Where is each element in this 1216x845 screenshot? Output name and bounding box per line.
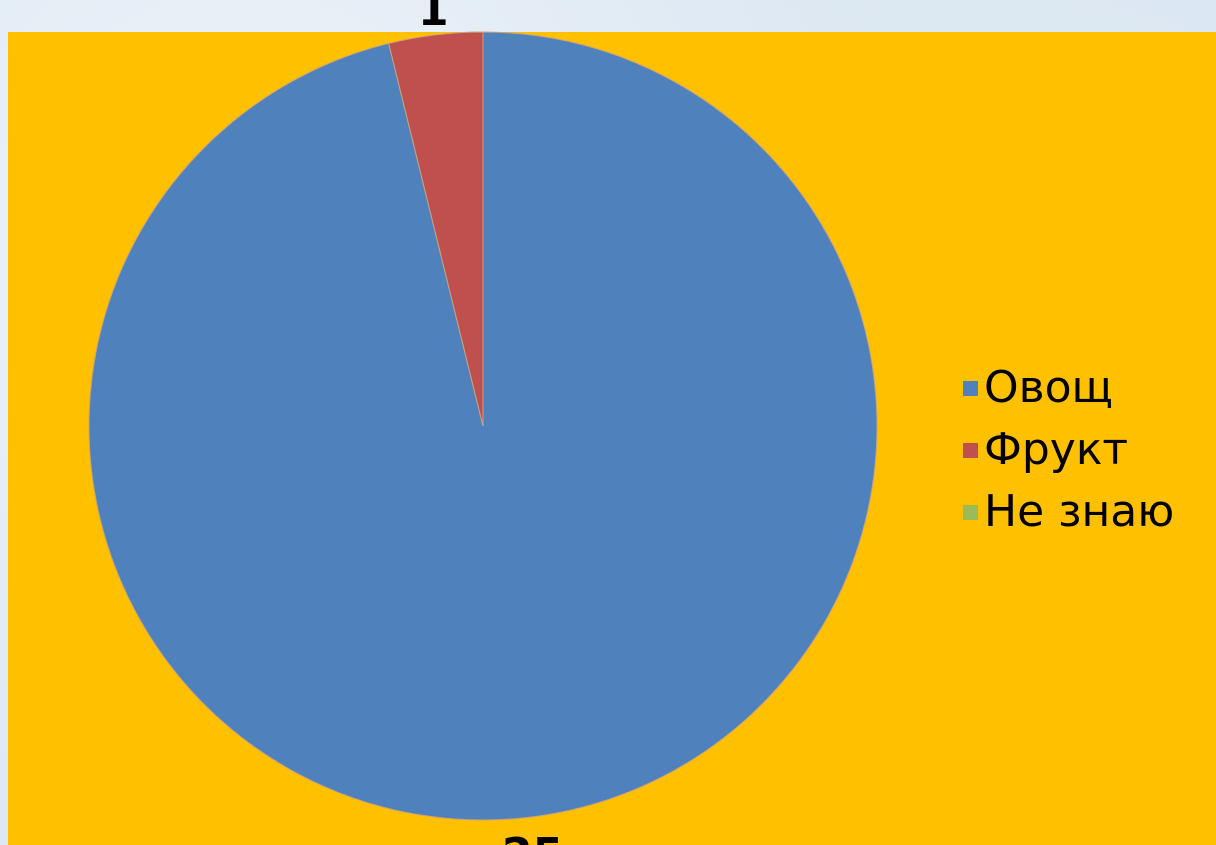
legend-item-dont-know: Не знаю — [963, 481, 1174, 543]
pie-slice-fruit — [388, 31, 484, 427]
legend-swatch-dont-know — [963, 504, 978, 520]
legend-item-fruit: Фрукт — [963, 419, 1174, 481]
legend-label-vegetable: Овощ — [984, 362, 1113, 413]
legend-label-fruit: Фрукт — [984, 424, 1129, 475]
legend-label-dont-know: Не знаю — [984, 486, 1175, 537]
data-label-fruit: 1 — [418, 0, 449, 36]
pie-chart: 25 1 — [88, 0, 878, 845]
legend-swatch-vegetable — [963, 380, 978, 396]
chart-legend: Овощ Фрукт Не знаю — [963, 357, 1174, 543]
data-label-vegetable: 25 — [502, 829, 563, 845]
pie-chart-panel: 25 1 Овощ Фрукт Не знаю — [8, 0, 1216, 845]
legend-item-vegetable: Овощ — [963, 357, 1174, 419]
legend-swatch-fruit — [963, 442, 978, 458]
